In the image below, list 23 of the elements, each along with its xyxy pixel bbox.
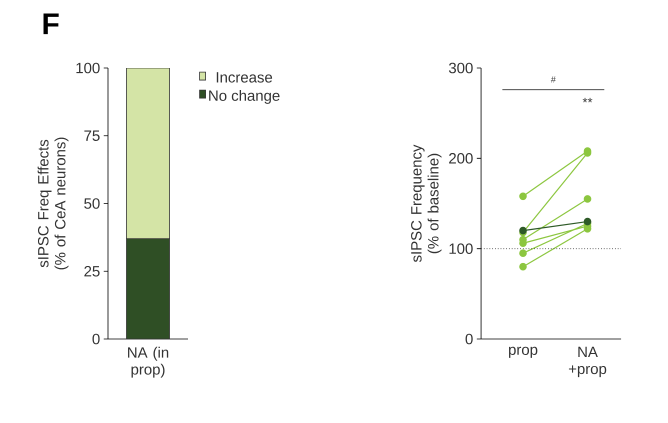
legend-label: Increase	[216, 72, 272, 83]
y-tick-label: 200	[449, 153, 473, 164]
legend-label: No change	[209, 90, 280, 104]
text: F	[44, 14, 59, 34]
y-tick-label: 100	[450, 243, 473, 254]
y-axis-title: sIPSC Frequency (% of baseline)	[411, 144, 442, 262]
y-tick-label: 50	[84, 198, 100, 209]
annotation: **	[582, 98, 592, 102]
x-tick-label: prop	[509, 346, 538, 358]
y-tick-label: 100	[76, 62, 100, 74]
point	[519, 192, 527, 200]
x-tick-label: NA (in prop)	[128, 346, 168, 378]
y-tick-label: 0	[466, 334, 473, 344]
point	[584, 195, 592, 203]
y-tick-label: 75	[84, 130, 100, 141]
y-tick-label: 0	[92, 334, 100, 344]
y-tick-label: 25	[84, 266, 100, 277]
y-tick-label: 300	[448, 62, 473, 74]
x-tick-label: NA +prop	[568, 346, 606, 378]
y-axis-title: sIPSC Freq Effects (% of CeA neurons)	[38, 138, 68, 270]
point	[519, 262, 527, 271]
annotation: #	[550, 76, 556, 83]
point	[519, 249, 527, 257]
